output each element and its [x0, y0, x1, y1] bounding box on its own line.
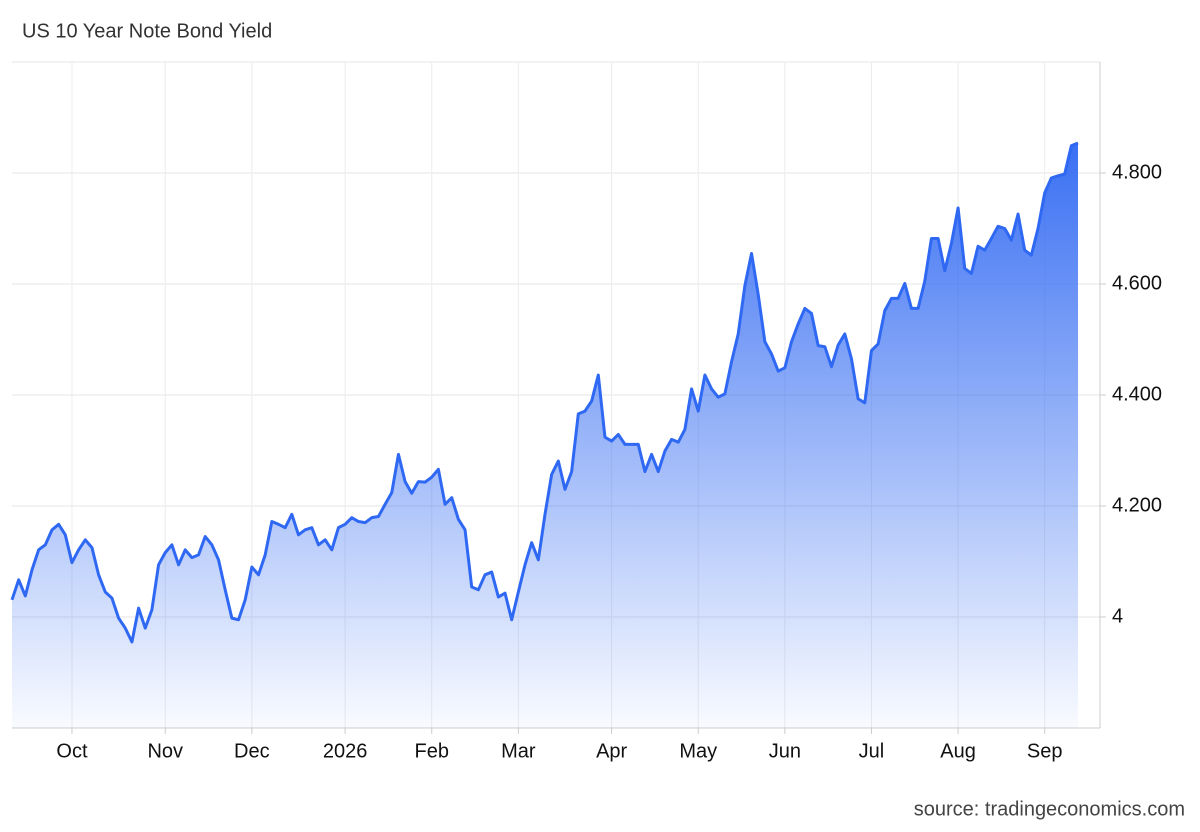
x-tick-label: Nov — [147, 740, 183, 762]
x-tick-label: Apr — [596, 740, 627, 762]
x-tick-label: Aug — [940, 740, 976, 762]
line — [10, 141, 1079, 644]
x-tick-label: May — [679, 740, 717, 762]
x-tick-label: Oct — [56, 740, 88, 762]
x-tick-label: Jul — [859, 740, 885, 762]
source-note: source: tradingeconomics.com — [914, 798, 1185, 820]
chart-title: US 10 Year Note Bond Yield — [22, 20, 272, 42]
x-tick-label: Feb — [415, 740, 449, 762]
area-fill — [12, 143, 1078, 728]
x-tick-label: 2026 — [323, 740, 368, 762]
y-tick-label: 4.400 — [1112, 383, 1162, 405]
x-tick-label: Sep — [1027, 740, 1063, 762]
x-tick-label: Jun — [769, 740, 801, 762]
x-tick-label: Dec — [234, 740, 270, 762]
y-tick-label: 4.800 — [1112, 161, 1162, 183]
y-tick-label: 4 — [1112, 605, 1123, 627]
x-tick-label: Mar — [501, 740, 536, 762]
y-tick-label: 4.200 — [1112, 494, 1162, 516]
y-tick-label: 4.600 — [1112, 272, 1162, 294]
